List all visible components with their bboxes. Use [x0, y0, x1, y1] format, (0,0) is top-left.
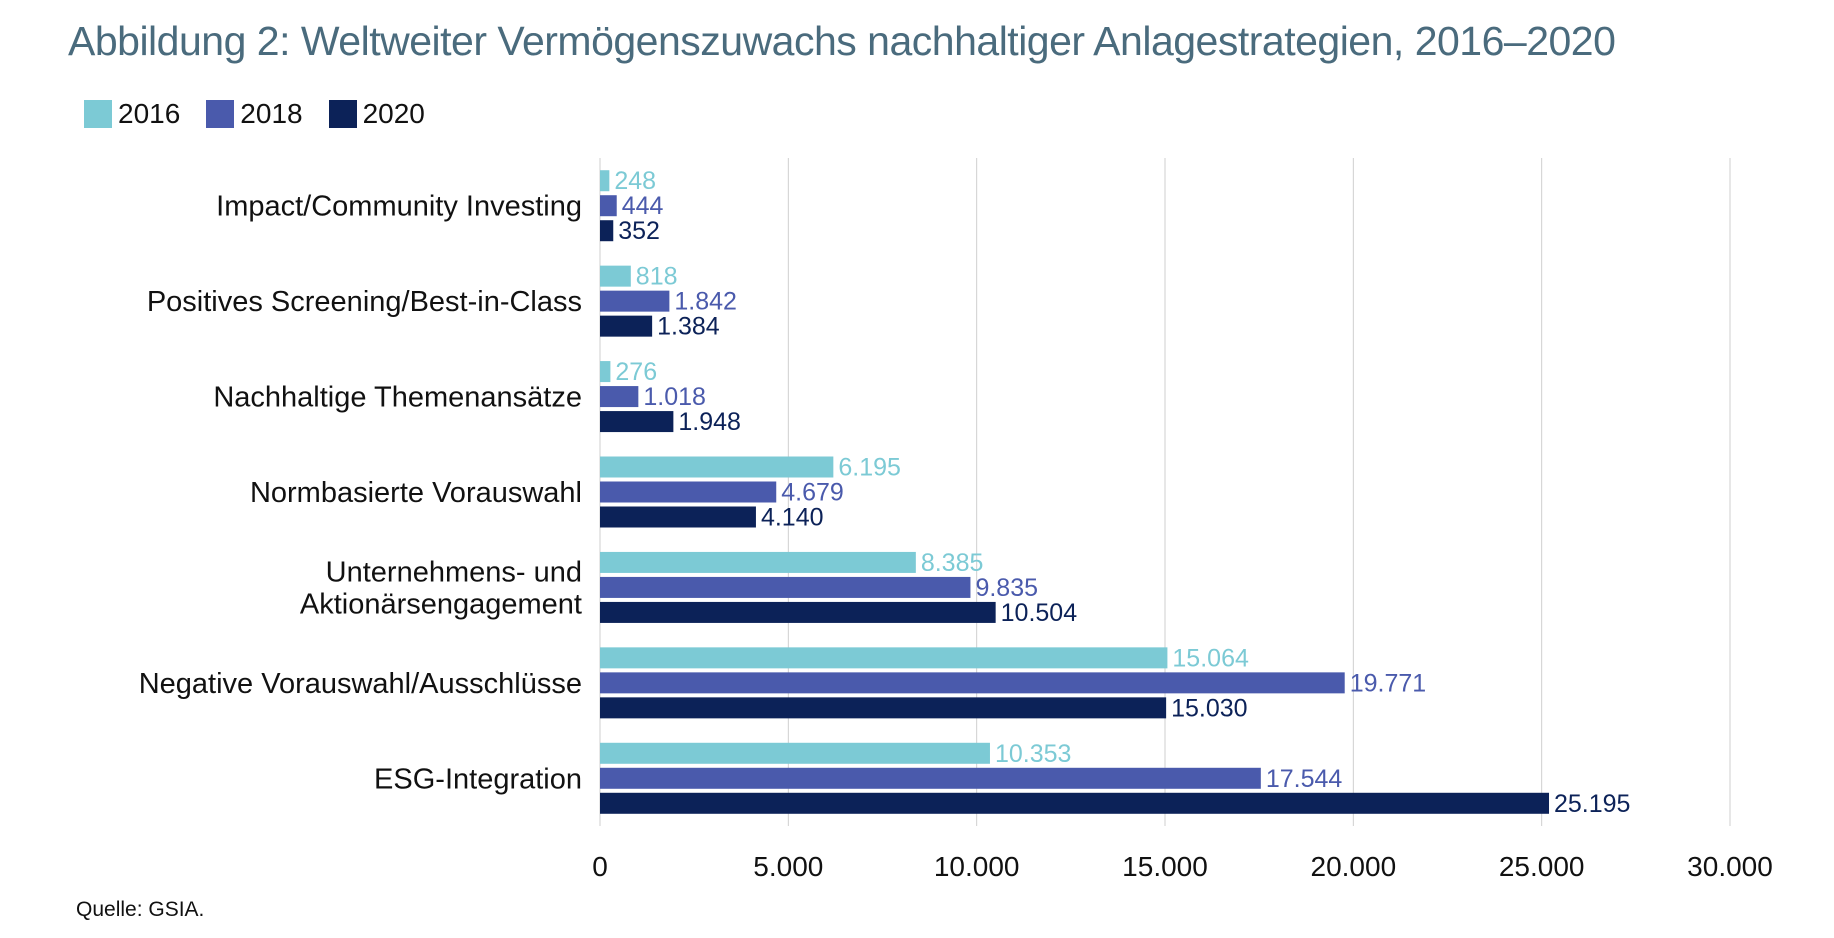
bar-2016: [600, 265, 631, 287]
x-tick-label: 0: [592, 851, 608, 882]
data-label-2020: 15.030: [1171, 694, 1247, 722]
bar-2016: [600, 647, 1168, 669]
data-label-2016: 248: [614, 167, 656, 195]
legend: 2016 2018 2020: [84, 98, 451, 130]
data-label-2016: 10.353: [995, 740, 1071, 768]
category-label: Negative Vorauswahl/Ausschlüsse: [139, 668, 582, 700]
bar-2016: [600, 170, 610, 192]
x-tick-label: 15.000: [1122, 851, 1208, 882]
bar-2018: [600, 290, 670, 312]
bar-2018: [600, 767, 1261, 789]
legend-item-2018: 2018: [206, 98, 303, 130]
data-label-2020: 1.384: [657, 313, 720, 341]
x-tick-label: 25.000: [1499, 851, 1585, 882]
bar-2018: [600, 672, 1345, 694]
bar-2016: [600, 551, 916, 573]
data-label-2016: 818: [636, 263, 678, 291]
legend-item-2016: 2016: [84, 98, 180, 130]
source-note: Quelle: GSIA.: [76, 898, 205, 921]
data-label-2020: 25.195: [1554, 790, 1630, 818]
data-label-2018: 4.679: [781, 479, 844, 507]
data-label-2016: 15.064: [1172, 644, 1249, 672]
bar-2020: [600, 697, 1167, 719]
data-label-2016: 6.195: [838, 454, 901, 482]
data-label-2018: 1.842: [674, 288, 737, 316]
x-tick-label: 20.000: [1311, 851, 1397, 882]
x-tick-label: 5.000: [753, 851, 823, 882]
bar-2020: [600, 220, 614, 242]
data-label-2016: 8.385: [921, 549, 984, 577]
data-label-2018: 1.018: [643, 383, 706, 411]
data-label-2020: 1.948: [678, 408, 741, 436]
bar-2020: [600, 506, 756, 528]
bar-2016: [600, 456, 834, 478]
x-tick-label: 10.000: [934, 851, 1020, 882]
category-label: ESG-Integration: [374, 763, 582, 795]
legend-item-2020: 2020: [328, 98, 425, 130]
bar-2018: [600, 195, 617, 217]
legend-label-2020: 2020: [362, 98, 425, 129]
legend-label-2018: 2018: [240, 98, 303, 129]
category-label: Normbasierte Vorauswahl: [250, 477, 582, 509]
bar-2018: [600, 576, 971, 598]
bar-2020: [600, 411, 674, 433]
legend-swatch-2016: [84, 100, 112, 128]
data-label-2016: 276: [615, 358, 657, 386]
category-label: Positives Screening/Best-in-Class: [147, 286, 582, 318]
chart-title: Abbildung 2: Weltweiter Vermögenszuwachs…: [68, 18, 1616, 64]
bar-2020: [600, 601, 996, 623]
data-label-2018: 17.544: [1266, 765, 1343, 793]
legend-swatch-2020: [328, 100, 357, 128]
category-label: Impact/Community Investing: [216, 191, 582, 223]
category-label: Aktionärsengagement: [300, 588, 582, 620]
bar-2020: [600, 792, 1550, 814]
data-label-2020: 4.140: [761, 504, 824, 532]
data-label-2018: 9.835: [975, 574, 1038, 602]
data-label-2020: 10.504: [1001, 599, 1078, 627]
legend-swatch-2018: [206, 100, 235, 128]
x-tick-label: 30.000: [1687, 851, 1773, 882]
data-label-2018: 19.771: [1350, 669, 1426, 697]
category-label: Nachhaltige Themenansätze: [213, 382, 582, 414]
bar-2016: [600, 361, 611, 383]
bar-2016: [600, 742, 990, 764]
data-label-2018: 444: [622, 192, 664, 220]
data-label-2020: 352: [618, 217, 660, 245]
bar-2018: [600, 481, 777, 503]
legend-label-2016: 2016: [118, 98, 181, 129]
category-label: Unternehmens- und: [326, 556, 582, 588]
bar-2020: [600, 315, 653, 337]
bar-2018: [600, 386, 639, 408]
